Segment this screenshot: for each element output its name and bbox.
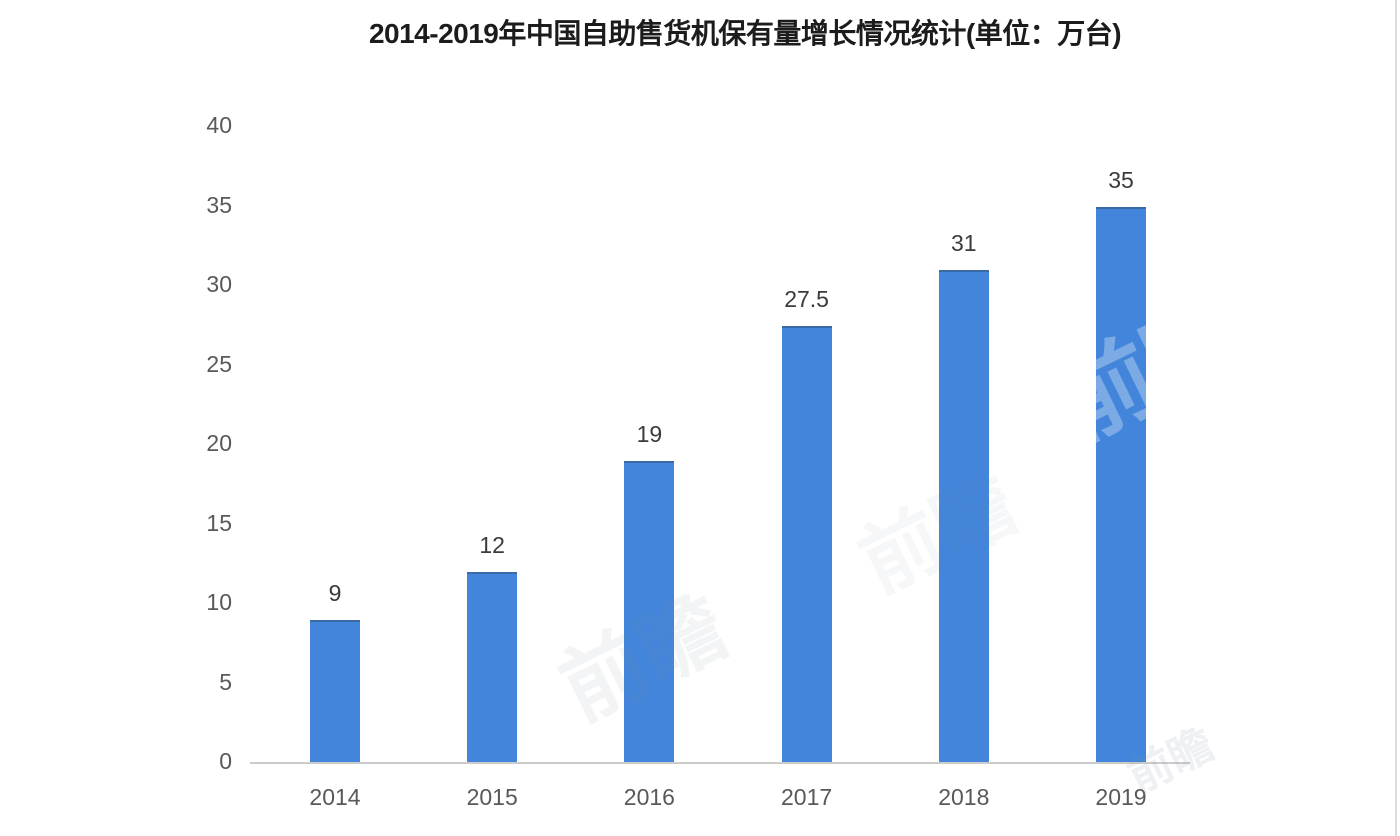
bar-value-label: 35	[1108, 166, 1134, 193]
bar-value-label: 31	[951, 230, 977, 257]
y-tick-label: 35	[206, 191, 232, 218]
x-tick-label: 2019	[1095, 784, 1147, 810]
bar-value-label: 12	[479, 532, 505, 559]
bar	[1096, 206, 1146, 763]
y-tick-label: 20	[206, 430, 232, 456]
y-tick-label: 25	[206, 350, 232, 377]
page-right-border	[1395, 0, 1397, 836]
bar	[467, 572, 518, 763]
bar	[781, 325, 832, 763]
bar-value-label: 9	[328, 579, 342, 606]
chart-title: 2014-2019年中国自助售货机保有量增长情况统计(单位：万台)	[368, 18, 1122, 49]
bar	[624, 460, 675, 763]
x-tick-label: 2015	[466, 784, 518, 810]
bar	[938, 270, 989, 763]
bar-value-label: 27.5	[784, 285, 829, 312]
y-tick-label: 15	[206, 509, 232, 536]
x-tick-label: 2016	[623, 784, 675, 810]
bar	[310, 619, 360, 763]
y-tick-label: 40	[206, 112, 232, 138]
x-tick-label: 2018	[938, 784, 990, 810]
watermark: 前瞻	[838, 441, 1033, 615]
bar-value-label: 19	[636, 420, 663, 447]
x-tick-label: 2017	[781, 784, 833, 810]
y-tick-label: 10	[206, 589, 232, 615]
x-tick-label: 2014	[309, 784, 361, 810]
x-axis-line	[250, 762, 1190, 764]
watermark: 前瞻	[1042, 281, 1260, 461]
y-tick-label: 0	[219, 748, 232, 774]
y-tick-label: 30	[206, 271, 232, 297]
y-tick-label: 5	[219, 668, 232, 695]
